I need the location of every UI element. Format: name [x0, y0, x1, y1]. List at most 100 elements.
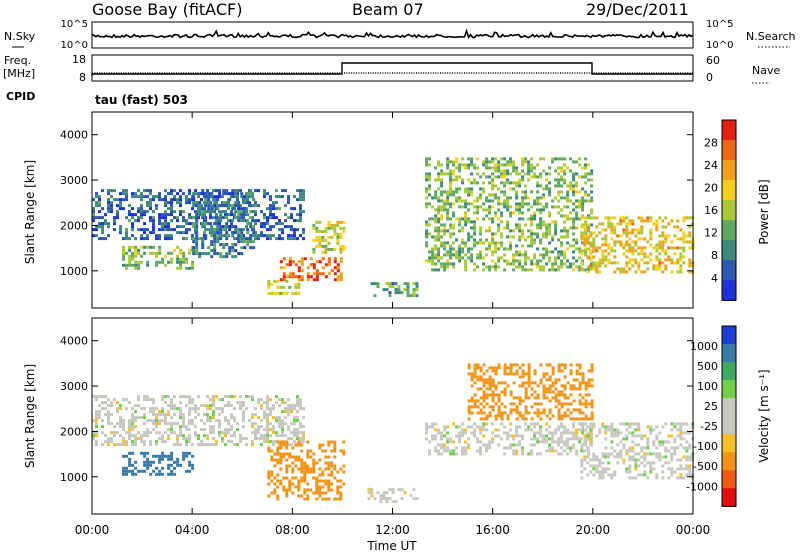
echo-pixel [545, 172, 549, 176]
echo-pixel [161, 472, 165, 476]
echo-pixel [224, 210, 227, 214]
echo-pixel [339, 232, 343, 236]
echo-pixel [491, 238, 495, 242]
freq-panel-frame [91, 54, 694, 82]
echo-pixel [643, 464, 647, 468]
echo-pixel [182, 413, 185, 417]
echo-pixel [467, 217, 471, 221]
y-tick-label: 1000 [60, 265, 88, 278]
echo-pixel [218, 434, 221, 438]
echo-pixel [370, 491, 374, 495]
echo-pixel [578, 268, 582, 272]
echo-pixel [434, 238, 438, 242]
colorbar-tick-label: -1000 [686, 480, 718, 493]
echo-pixel [521, 217, 525, 221]
echo-pixel [155, 431, 158, 435]
echo-pixel [545, 202, 549, 206]
echo-pixel [458, 175, 462, 179]
echo-pixel [575, 265, 579, 269]
echo-pixel [188, 213, 191, 217]
echo-pixel [299, 198, 302, 202]
echo-pixel [225, 204, 229, 208]
echo-pixel [315, 482, 319, 486]
echo-pixel [179, 248, 183, 252]
echo-pixel [213, 234, 217, 238]
echo-pixel [515, 431, 519, 435]
echo-pixel [536, 437, 540, 441]
echo-pixel [227, 440, 230, 444]
echo-pixel [476, 265, 480, 269]
echo-pixel [488, 181, 492, 185]
echo-pixel [176, 407, 179, 411]
echo-pixel [327, 272, 331, 276]
echo-pixel [293, 219, 296, 223]
echo-pixel [440, 256, 444, 260]
echo-pixel [664, 440, 668, 444]
echo-pixel [566, 190, 570, 194]
echo-pixel [479, 253, 483, 257]
echo-pixel [279, 266, 283, 270]
echo-pixel [551, 396, 555, 400]
echo-pixel [425, 223, 429, 227]
echo-pixel [661, 470, 665, 474]
echo-pixel [554, 268, 558, 272]
echo-pixel [613, 431, 617, 435]
echo-pixel [222, 255, 226, 259]
echo-pixel [584, 443, 588, 447]
echo-pixel [234, 210, 238, 214]
echo-pixel [473, 181, 477, 185]
echo-pixel [140, 469, 144, 473]
echo-pixel [101, 237, 104, 241]
echo-pixel [533, 369, 537, 373]
echo-pixel [116, 204, 119, 208]
echo-pixel [533, 425, 537, 429]
echo-pixel [497, 163, 501, 167]
echo-pixel [569, 363, 573, 367]
echo-pixel [586, 446, 590, 450]
echo-pixel [207, 246, 211, 250]
echo-pixel [269, 204, 272, 208]
echo-pixel [425, 196, 429, 200]
echo-pixel [192, 198, 196, 202]
echo-pixel [391, 488, 395, 492]
echo-pixel [315, 461, 319, 465]
echo-pixel [281, 419, 284, 423]
echo-pixel [604, 467, 608, 471]
echo-pixel [587, 393, 591, 397]
echo-pixel [443, 205, 447, 209]
echo-pixel [299, 422, 302, 426]
echo-pixel [482, 428, 486, 432]
echo-pixel [566, 402, 570, 406]
echo-pixel [254, 237, 257, 241]
echo-pixel [584, 437, 588, 441]
echo-pixel [276, 485, 280, 489]
echo-pixel [628, 267, 632, 271]
echo-pixel [272, 428, 275, 432]
echo-pixel [227, 207, 230, 211]
echo-pixel [425, 205, 429, 209]
echo-pixel [206, 437, 209, 441]
echo-pixel [263, 416, 266, 420]
echo-pixel [128, 451, 132, 455]
echo-pixel [239, 237, 242, 241]
echo-pixel [254, 210, 257, 214]
echo-pixel [137, 437, 140, 441]
echo-pixel [116, 431, 119, 435]
echo-pixel [685, 464, 689, 468]
echo-pixel [589, 234, 593, 238]
echo-pixel [539, 241, 543, 245]
echo-pixel [437, 428, 441, 432]
echo-pixel [578, 175, 582, 179]
echo-pixel [673, 449, 677, 453]
echo-pixel [575, 449, 579, 453]
echo-pixel [521, 163, 525, 167]
echo-pixel [443, 190, 447, 194]
echo-pixel [590, 414, 594, 418]
echo-pixel [679, 464, 683, 468]
echo-pixel [485, 414, 489, 418]
echo-pixel [300, 278, 304, 282]
echo-pixel [461, 217, 465, 221]
echo-pixel [296, 431, 299, 435]
echo-pixel [210, 231, 214, 235]
echo-pixel [539, 259, 543, 263]
